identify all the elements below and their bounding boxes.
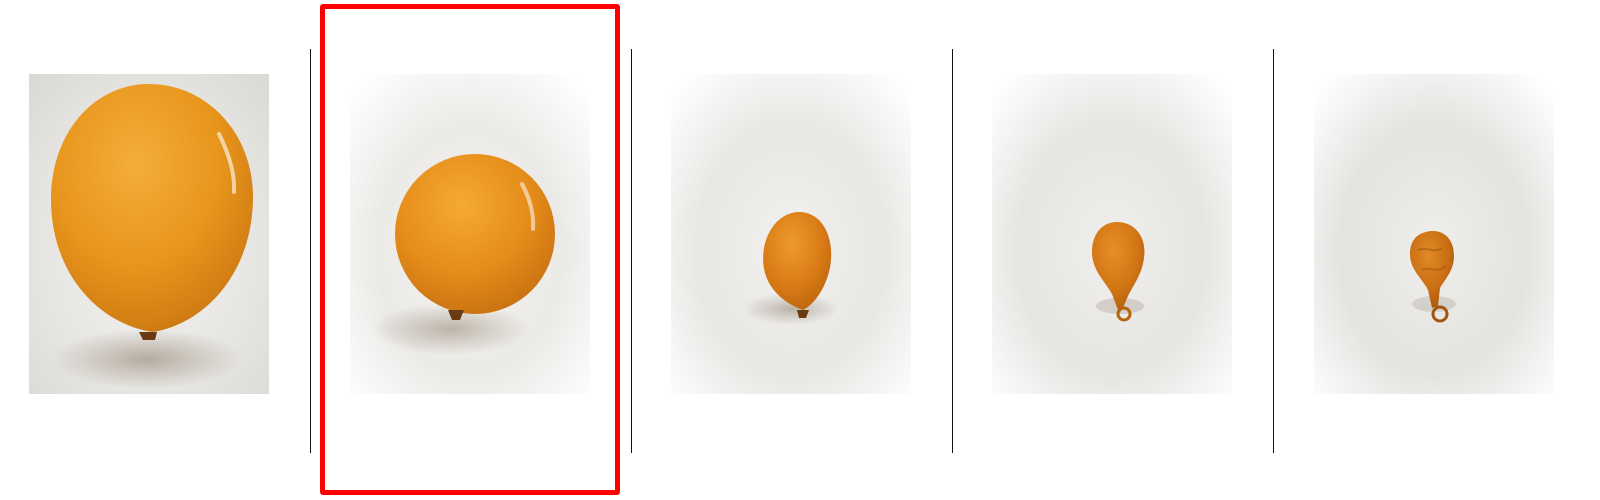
frame-divider bbox=[952, 49, 953, 453]
frame-1-fully-inflated[interactable] bbox=[29, 74, 269, 394]
selected-frame-highlight bbox=[320, 4, 620, 495]
frame-4-mostly-deflated[interactable] bbox=[992, 74, 1232, 394]
balloon-shadow bbox=[52, 329, 242, 389]
balloon bbox=[1092, 222, 1145, 310]
balloon-knot bbox=[139, 332, 157, 340]
frame-divider bbox=[310, 49, 311, 453]
balloon-photo-1 bbox=[29, 74, 269, 394]
balloon-shadow bbox=[370, 303, 530, 355]
frame-5-nearly-empty[interactable] bbox=[1314, 74, 1554, 394]
balloon bbox=[395, 154, 555, 314]
frame-divider bbox=[631, 49, 632, 453]
balloon-photo-5 bbox=[1314, 74, 1554, 394]
balloon-knot bbox=[1431, 305, 1449, 323]
balloon bbox=[51, 84, 254, 332]
balloon-shadow bbox=[743, 293, 839, 325]
frame-divider bbox=[1273, 49, 1274, 453]
balloon-photo-2 bbox=[350, 74, 590, 394]
balloon bbox=[763, 211, 832, 310]
frame-3-half-deflated[interactable] bbox=[671, 74, 911, 394]
frame-2-slightly-deflated[interactable] bbox=[350, 74, 590, 394]
balloon-photo-4 bbox=[992, 74, 1232, 394]
balloon-knot bbox=[797, 310, 809, 318]
balloon-knot bbox=[448, 310, 464, 320]
balloon-knot bbox=[1116, 306, 1132, 322]
balloon-photo-3 bbox=[671, 74, 911, 394]
